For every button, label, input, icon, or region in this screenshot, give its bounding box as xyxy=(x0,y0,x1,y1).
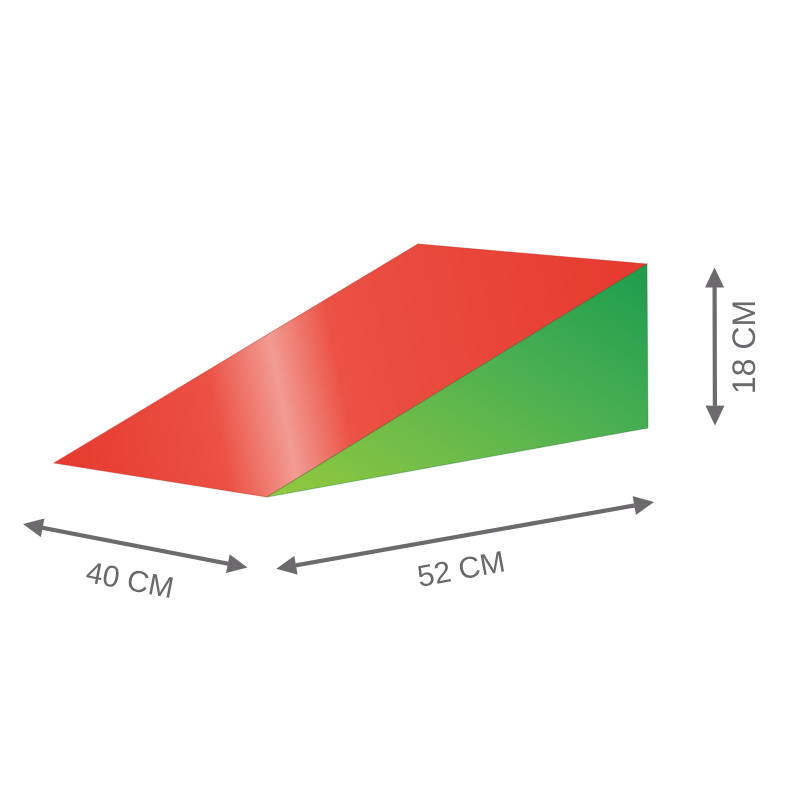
svg-text:52 CM: 52 CM xyxy=(415,545,508,593)
svg-text:18 CM: 18 CM xyxy=(726,300,762,394)
svg-text:40 CM: 40 CM xyxy=(83,556,176,605)
